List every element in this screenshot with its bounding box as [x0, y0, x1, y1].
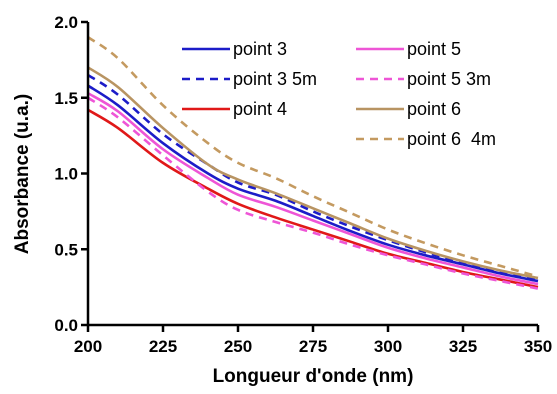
y-tick-label: 1.5 [54, 89, 78, 108]
ticks: 200 225 250 275 300 325 350 0.0 0.5 1.0 1.5 2.0 [54, 13, 552, 356]
legend: point 3 point 3 5m point 4 point 5 point 5 3… [182, 39, 496, 149]
x-tick-label: 300 [374, 337, 402, 356]
series-line-point-5 [87, 92, 539, 286]
series-line-point-3 [87, 84, 539, 283]
axes [86, 22, 538, 327]
x-tick-label: 350 [524, 337, 552, 356]
y-tick-label: 0.0 [54, 316, 78, 335]
x-tick-label: 200 [74, 337, 102, 356]
legend-label-point-3: point 3 [233, 39, 287, 59]
y-tick-label: 0.5 [54, 240, 78, 259]
legend-label-point-4: point 4 [233, 99, 287, 119]
x-tick-label: 250 [224, 337, 252, 356]
legend-label-point-5-3m: point 5 3m [407, 69, 491, 89]
x-tick-label: 225 [149, 337, 177, 356]
series-line-point-3-5m [87, 73, 539, 281]
y-tick-label: 2.0 [54, 13, 78, 32]
legend-label-point-3-5m: point 3 5m [233, 69, 317, 89]
x-tick-label: 325 [449, 337, 477, 356]
y-tick-label: 1.0 [54, 165, 78, 184]
legend-label-point-6-4m: point 6 4m [407, 129, 496, 149]
series-line-point-5-3m [87, 96, 539, 290]
y-axis-title: Absorbance (u.a.) [12, 94, 33, 254]
series-line-point-6 [87, 66, 539, 280]
legend-label-point-5: point 5 [407, 39, 461, 59]
series-line-point-6-4m [87, 36, 539, 278]
plot-lines [87, 36, 539, 290]
series-line-point-4 [87, 108, 539, 289]
legend-label-point-6: point 6 [407, 99, 461, 119]
x-tick-label: 275 [299, 337, 327, 356]
x-axis-title: Longueur d'onde (nm) [213, 366, 414, 387]
